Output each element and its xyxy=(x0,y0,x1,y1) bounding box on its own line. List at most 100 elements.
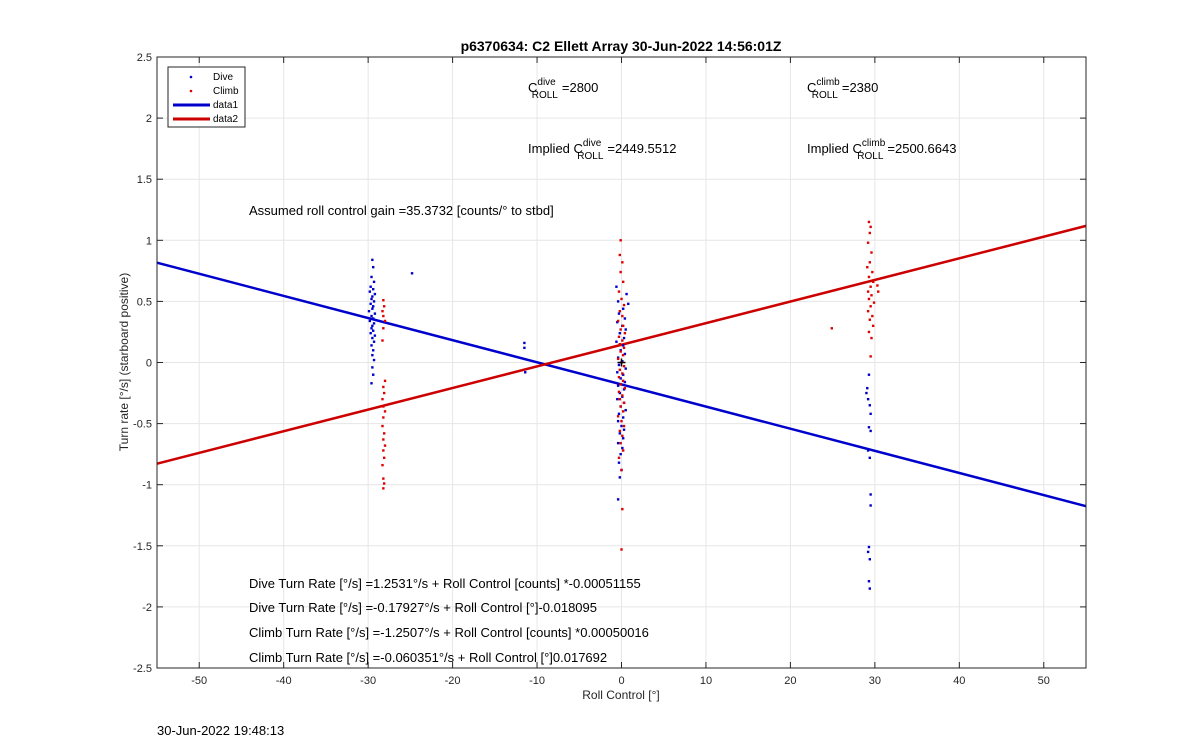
point-climb xyxy=(868,318,871,321)
point-climb xyxy=(622,364,626,368)
y-axis-label: Turn rate [°/s] (starboard positive) xyxy=(117,273,131,451)
point-climb xyxy=(871,314,874,318)
point-dive xyxy=(372,349,375,352)
point-dive xyxy=(616,356,620,359)
point-dive xyxy=(371,258,374,262)
point-dive xyxy=(617,312,621,315)
point-dive xyxy=(867,580,871,583)
point-dive xyxy=(372,287,375,291)
point-climb xyxy=(381,424,384,428)
point-climb xyxy=(618,253,622,257)
point-dive xyxy=(615,285,618,288)
point-dive xyxy=(370,275,373,279)
point-climb xyxy=(382,482,386,485)
point-climb xyxy=(381,463,384,467)
x-tick-label: 40 xyxy=(953,675,965,687)
point-dive xyxy=(371,324,374,328)
point-dive xyxy=(369,302,372,306)
chart-title: p6370634: C2 Ellett Array 30-Jun-2022 14… xyxy=(461,38,782,54)
point-dive xyxy=(622,388,626,391)
point-dive xyxy=(621,373,625,376)
point-dive xyxy=(369,285,372,288)
point-dive xyxy=(622,336,626,340)
point-climb xyxy=(382,432,386,435)
point-dive xyxy=(617,363,621,367)
point-dive xyxy=(623,380,627,384)
point-dive xyxy=(372,300,376,303)
tick-labels: -50 -40 -30 -20 -10 0 10 20 30 40 50-2.5-2-1.5-1-0… xyxy=(133,52,1050,687)
point-dive xyxy=(616,320,619,324)
point-dive xyxy=(410,272,414,275)
y-tick-label: 1.5 xyxy=(137,174,152,186)
point-climb xyxy=(867,275,871,279)
point-dive xyxy=(621,360,624,363)
point-dive xyxy=(370,314,373,318)
point-dive xyxy=(866,397,870,401)
point-dive xyxy=(368,319,372,323)
point-climb xyxy=(622,303,626,307)
point-climb xyxy=(618,397,622,401)
point-climb xyxy=(618,309,622,313)
point-dive xyxy=(866,449,870,452)
point-dive xyxy=(618,432,622,435)
scatter-points xyxy=(367,220,880,590)
point-dive xyxy=(370,327,373,330)
point-dive xyxy=(372,329,375,332)
point-dive xyxy=(619,377,622,380)
point-dive xyxy=(867,545,871,549)
point-climb xyxy=(619,405,622,408)
x-axis-label: Roll Control [°] xyxy=(582,688,660,702)
point-dive xyxy=(371,295,374,298)
legend-box xyxy=(167,66,246,128)
point-dive xyxy=(372,265,375,269)
point-climb xyxy=(619,383,622,386)
point-climb xyxy=(383,410,387,413)
point-dive xyxy=(868,558,871,561)
x-tick-label: -30 xyxy=(360,675,376,687)
point-dive xyxy=(867,373,871,376)
point-climb xyxy=(621,339,624,342)
point-dive xyxy=(372,373,375,376)
x-tick-label: 0 xyxy=(618,675,624,687)
point-climb xyxy=(382,416,385,419)
point-climb xyxy=(621,314,624,318)
point-dive xyxy=(616,441,620,445)
point-climb xyxy=(619,350,622,353)
point-climb xyxy=(382,487,385,490)
point-dive xyxy=(373,292,377,296)
point-dive xyxy=(616,371,619,374)
point-climb xyxy=(382,477,385,480)
legend-label-dive: Dive xyxy=(213,72,233,83)
point-dive xyxy=(372,322,376,325)
point-climb xyxy=(620,297,623,301)
point-climb xyxy=(619,270,622,274)
point-climb xyxy=(618,368,622,372)
point-climb xyxy=(616,319,620,323)
point-dive xyxy=(869,412,872,416)
legend: Dive Climb data1 data2 xyxy=(167,66,246,128)
point-dive xyxy=(370,297,373,301)
point-dive xyxy=(618,476,622,479)
implied-c-roll-dive: Implied Cdive ROLL=2449.5512 xyxy=(528,138,676,162)
x-tick-label: 30 xyxy=(869,675,881,687)
point-climb xyxy=(620,548,623,551)
point-climb xyxy=(621,353,625,357)
point-dive xyxy=(623,352,627,356)
point-dive xyxy=(866,386,869,390)
point-climb xyxy=(866,309,870,313)
point-dive xyxy=(621,416,625,419)
point-climb xyxy=(621,507,624,511)
dive-equation-counts: Dive Turn Rate [°/s] =1.2531°/s + Roll C… xyxy=(249,576,641,591)
point-dive xyxy=(624,367,627,370)
point-dive xyxy=(615,340,618,343)
point-climb xyxy=(618,342,622,346)
point-dive xyxy=(616,397,619,401)
implied-c-roll-climb: Implied Cclimb ROLL=2500.6643 xyxy=(807,138,956,162)
y-tick-label: -0.5 xyxy=(133,419,152,431)
point-climb xyxy=(381,397,384,401)
point-dive xyxy=(620,424,623,428)
point-climb xyxy=(382,405,385,408)
point-dive xyxy=(624,328,627,331)
point-climb xyxy=(382,391,386,395)
point-climb xyxy=(621,280,625,284)
